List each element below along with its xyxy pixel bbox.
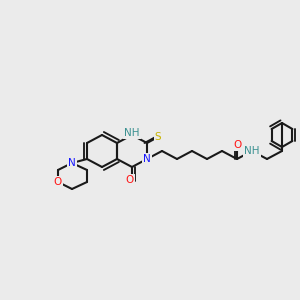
Text: S: S bbox=[155, 132, 161, 142]
Text: NH: NH bbox=[244, 146, 260, 156]
Text: N: N bbox=[143, 154, 151, 164]
Text: O: O bbox=[233, 140, 241, 150]
Text: NH: NH bbox=[124, 128, 140, 138]
Text: N: N bbox=[68, 158, 76, 168]
Text: O: O bbox=[126, 175, 134, 185]
Text: O: O bbox=[54, 177, 62, 187]
